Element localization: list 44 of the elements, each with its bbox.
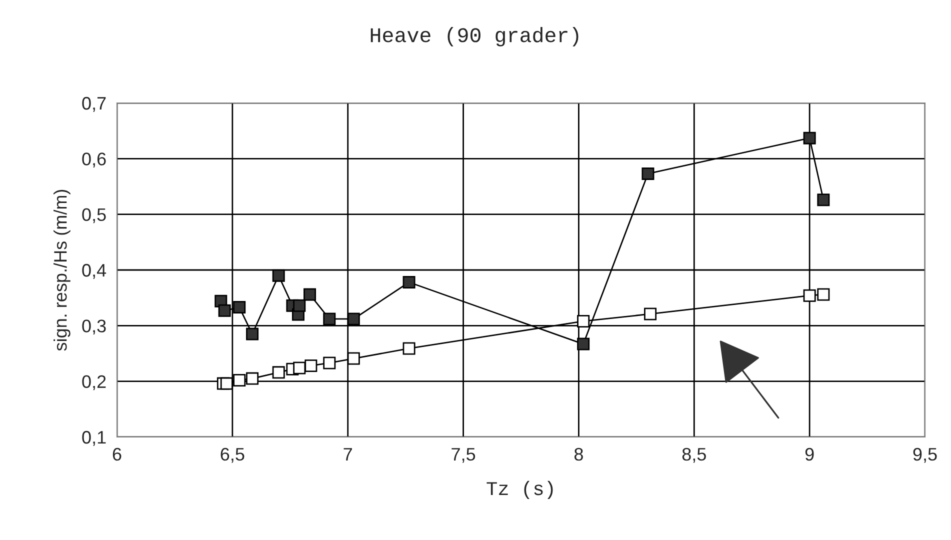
y-tick-label: 0,3 — [82, 320, 106, 335]
point — [347, 352, 360, 365]
point — [817, 194, 830, 206]
y-tick-label: 0,6 — [82, 152, 106, 168]
point — [218, 304, 231, 317]
point — [272, 269, 285, 282]
point — [304, 359, 318, 372]
point — [220, 377, 233, 390]
y-tick-label: 0,5 — [82, 208, 106, 224]
x-tick-label: 9 — [805, 448, 814, 461]
point — [577, 338, 590, 350]
x-axis-title: Tz (s) — [486, 480, 553, 500]
point — [293, 299, 306, 312]
x-tick-label: 8,5 — [682, 448, 706, 463]
x-tick-label: 7 — [344, 448, 352, 460]
point — [803, 132, 816, 144]
point — [246, 328, 259, 340]
point — [402, 276, 416, 288]
y-tick-label: 0,4 — [82, 264, 106, 279]
point — [272, 366, 285, 379]
point — [233, 374, 246, 386]
point — [817, 288, 830, 301]
y-axis-title: sign. resp./Hs (m/m) — [54, 190, 70, 351]
point — [402, 342, 416, 355]
y-tick-label: 0,1 — [82, 430, 106, 446]
x-tick-label: 8 — [574, 448, 583, 461]
point — [246, 372, 259, 385]
point — [233, 301, 246, 314]
x-tick-label: 7,5 — [452, 448, 476, 463]
x-tick-label: 6 — [112, 448, 122, 461]
y-tick-label: 0,7 — [82, 96, 106, 112]
y-tick-label: 0,2 — [82, 375, 106, 390]
point — [642, 167, 654, 180]
point — [803, 289, 816, 302]
x-tick-label: 9,5 — [913, 448, 937, 463]
point — [323, 312, 336, 326]
chart-title: Heave (90 grader) — [370, 27, 578, 46]
point — [293, 362, 306, 374]
point — [644, 308, 657, 320]
point — [577, 314, 590, 328]
point — [323, 356, 336, 370]
point — [347, 312, 360, 326]
x-tick-label: 6,5 — [220, 448, 244, 463]
point — [304, 288, 316, 301]
